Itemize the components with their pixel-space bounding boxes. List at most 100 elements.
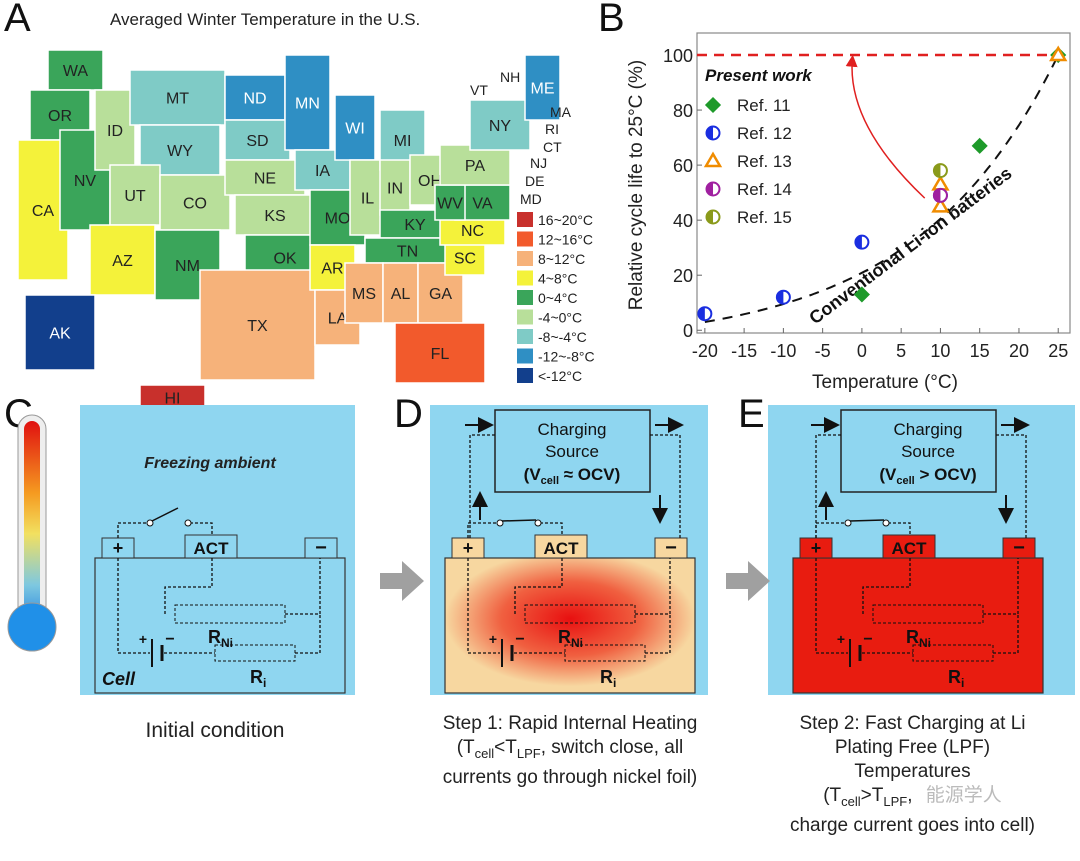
x-axis-label: Temperature (°C) xyxy=(812,372,958,393)
switch xyxy=(849,519,885,522)
state-in: IN xyxy=(379,159,411,216)
state-label: WA xyxy=(63,63,89,80)
data-point-fill xyxy=(933,164,941,178)
state-label: SD xyxy=(246,133,268,150)
legend-label: 0~4°C xyxy=(538,290,577,306)
cell-label: Cell xyxy=(102,669,136,689)
switch xyxy=(501,519,537,522)
state-label: MN xyxy=(295,96,320,113)
state-label: WV xyxy=(437,196,463,213)
state-label: NE xyxy=(254,171,276,188)
voltage-condition-e: (Vcell > OCV) xyxy=(879,465,976,487)
state-label: IA xyxy=(315,163,330,180)
legend-swatch xyxy=(517,212,533,227)
state-ak: AK xyxy=(24,294,96,371)
legend-label: -8~-4°C xyxy=(538,329,587,345)
plus-label: + xyxy=(139,631,147,647)
y-axis-label: Relative cycle life to 25°C (%) xyxy=(626,60,647,310)
watermark: 能源学人 xyxy=(925,785,1002,806)
cell-body xyxy=(444,557,696,694)
y-tick-label: 60 xyxy=(673,156,693,176)
state-ks: KS xyxy=(234,194,316,236)
state-label: VT xyxy=(470,82,488,98)
legend-swatch xyxy=(517,309,533,325)
state-label: KS xyxy=(264,208,285,225)
x-tick-label: 25 xyxy=(1048,341,1068,361)
data-point-fill xyxy=(855,235,862,249)
state-label: HI xyxy=(165,391,181,408)
state-label: AZ xyxy=(112,253,133,270)
source-label: Source xyxy=(901,442,955,461)
x-tick-label: 10 xyxy=(930,341,950,361)
state-label: NJ xyxy=(530,155,547,171)
caption-d: Step 1: Rapid Internal Heating (Tcell<TL… xyxy=(442,713,698,788)
circuit-wire xyxy=(645,614,671,654)
state-nd: ND xyxy=(224,74,286,121)
resistor-ri-label: Ri xyxy=(250,667,266,690)
x-tick-label: -15 xyxy=(731,341,757,361)
circuit-wire xyxy=(164,558,213,615)
state-label: WI xyxy=(345,121,365,138)
data-point xyxy=(931,196,950,213)
state-label: MD xyxy=(520,191,542,207)
state-sc: SC xyxy=(444,239,486,276)
state-label: AK xyxy=(49,326,71,343)
state-az: AZ xyxy=(89,224,156,296)
legend-label: <-12°C xyxy=(538,368,582,384)
x-tick-label: -5 xyxy=(815,341,831,361)
resistor-rni-label: RNi xyxy=(208,627,233,650)
state-label: NH xyxy=(500,69,520,85)
legend-label: Ref. 11 xyxy=(737,96,791,115)
switch-contact xyxy=(184,519,192,527)
state-tn: TN xyxy=(364,237,451,264)
data-point-fill xyxy=(706,210,713,224)
us-temperature-map: WA OR CA NV ID MT WY UT AZ CO NM ND SD NE KS OK TX MN IA MO… xyxy=(17,49,595,411)
act-label: ACT xyxy=(544,539,580,558)
minus-label: − xyxy=(315,537,327,559)
x-tick-label: 20 xyxy=(1009,341,1029,361)
plus-label: + xyxy=(837,631,845,647)
state-sd: SD xyxy=(224,119,291,161)
legend-swatch xyxy=(517,290,533,305)
x-tick-label: 5 xyxy=(896,341,906,361)
state-label: AR xyxy=(321,261,343,278)
plus-label: + xyxy=(811,538,822,558)
legend-swatch xyxy=(517,368,533,383)
state-label: OR xyxy=(48,108,72,125)
state-label: MS xyxy=(352,286,376,303)
state-nv: NV xyxy=(59,129,111,231)
minus-label: − xyxy=(863,631,872,648)
series-4 xyxy=(932,187,948,203)
switch-contact xyxy=(534,519,542,527)
cycle-life-chart: Relative cycle life to 25°C (%) Temperat… xyxy=(626,32,1071,393)
act-terminal xyxy=(184,534,238,559)
map-title: Averaged Winter Temperature in the U.S. xyxy=(110,10,421,29)
plot-frame xyxy=(696,32,1071,334)
state-label: NM xyxy=(175,258,200,275)
present-work-label: Present work xyxy=(705,66,813,85)
state-label: RI xyxy=(545,121,559,137)
act-terminal xyxy=(534,534,588,559)
state-mn: MN xyxy=(284,54,331,151)
y-tick-label: 40 xyxy=(673,211,693,231)
arrow-right-icon xyxy=(726,561,770,601)
state-label: UT xyxy=(124,188,146,205)
panel-e xyxy=(768,405,1075,695)
panel-label-e: E xyxy=(738,392,765,436)
state-label: IN xyxy=(387,181,403,198)
legend-label: 4~8°C xyxy=(538,271,577,287)
arrow-right-icon xyxy=(380,561,424,601)
state-label: IL xyxy=(361,191,374,208)
data-point-fill xyxy=(698,307,705,321)
resistor-ri-label: Ri xyxy=(600,667,616,690)
state-wv: WV xyxy=(434,184,466,221)
source-label: Charging xyxy=(894,420,963,439)
circuit-wire xyxy=(295,614,321,654)
state-label: ND xyxy=(243,91,266,108)
state-al: AL xyxy=(382,262,419,324)
minus-label: − xyxy=(165,631,174,648)
resistor-rni-label: RNi xyxy=(906,627,931,650)
state-ne: NE xyxy=(224,159,306,196)
data-point-fill xyxy=(706,182,713,196)
